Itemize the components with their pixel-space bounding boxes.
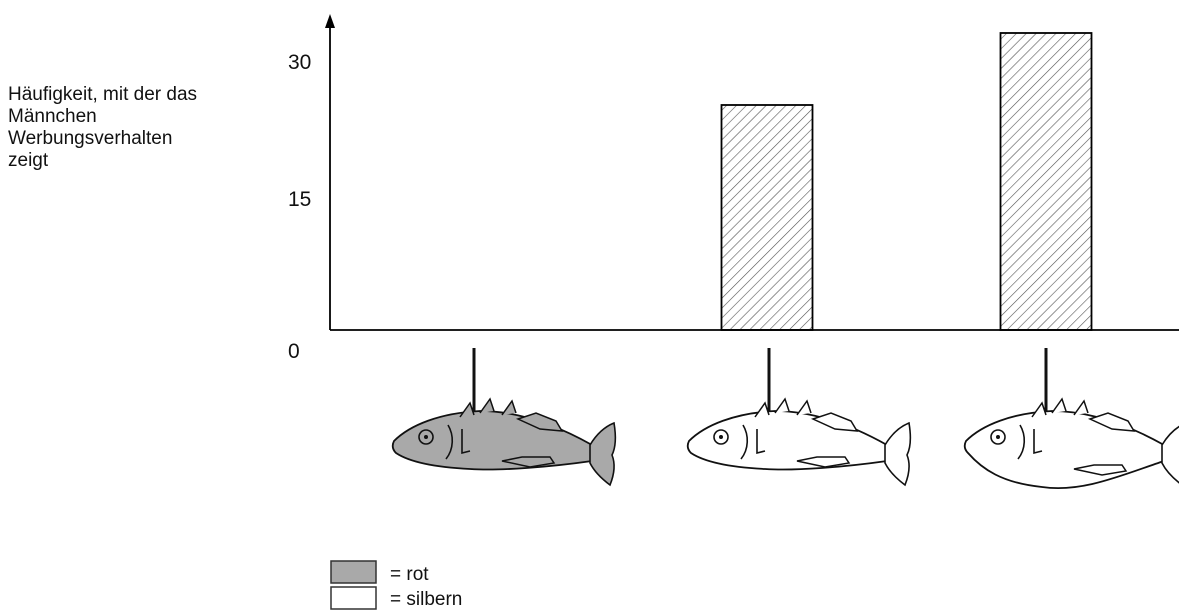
legend-label-rot: = rot (390, 564, 429, 585)
bar-3 (999, 32, 1093, 331)
fish-spine (796, 399, 812, 416)
fish-spine (501, 399, 517, 416)
y-axis-label-line: Häufigkeit, mit der das (8, 84, 198, 105)
fish-pupil (996, 435, 1000, 439)
fish-pectoral-fin (461, 429, 471, 455)
fish-body (391, 410, 596, 471)
fish-gill (740, 424, 749, 460)
fish-spine (479, 397, 495, 414)
y-axis-label-line: zeigt (8, 150, 49, 171)
fish-body (963, 410, 1168, 490)
fish-2 (686, 348, 912, 487)
fish-spine (1051, 397, 1067, 414)
legend-swatch-silbern (330, 586, 377, 610)
fish-gill (445, 424, 454, 460)
fish-dorsal-fin (1087, 412, 1136, 432)
y-tick-label-15: 15 (288, 188, 311, 211)
fish-spine (774, 397, 790, 414)
legend-label-silbern: = silbern (390, 589, 462, 610)
legend-swatch-rot (330, 560, 377, 584)
fish-spine (1073, 399, 1089, 416)
fish-spine (1031, 401, 1047, 418)
y-axis-label-line: Männchen (8, 106, 97, 127)
fish-anal-fin (501, 456, 556, 468)
fish-gill (1017, 424, 1026, 460)
fish-spine (754, 401, 770, 418)
fish-anal-fin (796, 456, 851, 468)
fish-pupil (719, 435, 723, 439)
fish-pupil (424, 435, 428, 439)
fish-pectoral-fin (756, 429, 766, 455)
fish-anal-fin (1073, 464, 1128, 476)
fish-body (686, 410, 891, 471)
fish-pectoral-fin (1033, 429, 1043, 455)
fish-spine (459, 401, 475, 418)
fish-tail (1161, 425, 1179, 484)
fish-tail (589, 421, 617, 487)
fish-dorsal-fin (515, 412, 564, 432)
y-axis-label: Häufigkeit, mit der das Männchen Werbung… (8, 84, 268, 172)
y-tick-label-0: 0 (288, 340, 300, 363)
fish-3 (963, 348, 1179, 490)
y-tick-label-30: 30 (288, 51, 311, 74)
fish-eye (990, 429, 1006, 445)
fish-tail (884, 421, 912, 487)
y-axis-arrow (325, 14, 335, 28)
fish-1 (391, 348, 617, 487)
fish-dorsal-fin (810, 412, 859, 432)
bar-2 (720, 104, 814, 331)
y-axis-label-line: Werbungsverhalten (8, 128, 173, 149)
fish-eye (418, 429, 434, 445)
fish-eye (713, 429, 729, 445)
